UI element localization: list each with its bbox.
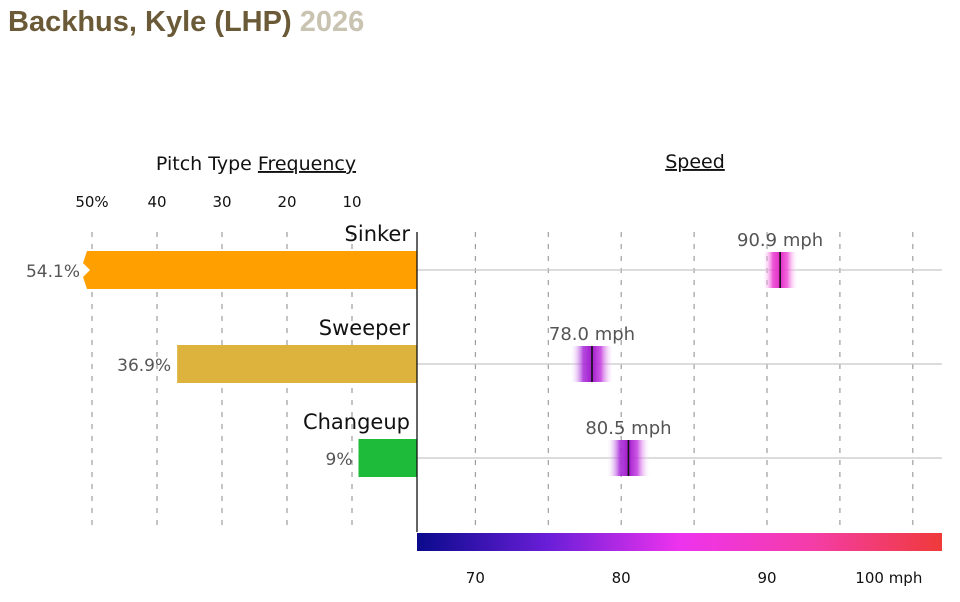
frequency-value-label: 54.1%: [26, 262, 80, 282]
pitch-row: Sinker 54.1% 90.9 mph: [26, 222, 942, 289]
frequency-tick-label: 40: [147, 193, 166, 211]
speed-tick-label: 100 mph: [855, 569, 922, 587]
pitch-rows: Sinker 54.1% 90.9 mph Sweeper 36.9% 78.0 mph C…: [26, 222, 942, 477]
chart-header: Backhus, Kyle (LHP) 2026: [8, 6, 364, 39]
speed-tick-label: 90: [757, 569, 776, 587]
speed-tick-label: 80: [612, 569, 631, 587]
speed-value-label: 78.0 mph: [549, 324, 635, 345]
season-year: 2026: [299, 6, 365, 38]
frequency-value-label: 9%: [326, 450, 353, 470]
pitch-name-label: Changeup: [303, 410, 410, 434]
speed-value-label: 90.9 mph: [737, 230, 823, 251]
frequency-tick-labels: 50% 40 30 20 10: [75, 193, 361, 211]
frequency-bar: [177, 345, 417, 383]
frequency-value-label: 36.9%: [117, 356, 171, 376]
speed-tick-labels: 70 80 90 100 mph: [466, 569, 923, 587]
speed-tick-label: 70: [466, 569, 485, 587]
player-name: Backhus, Kyle (LHP): [8, 6, 292, 38]
pitch-name-label: Sweeper: [319, 316, 411, 340]
pitch-name-label: Sinker: [345, 222, 411, 246]
frequency-title-underlined: Frequency: [258, 153, 356, 175]
speed-color-scale: [417, 533, 942, 551]
frequency-bar: [358, 439, 417, 477]
pitch-row: Changeup 9% 80.5 mph: [303, 410, 942, 477]
frequency-tick-label: 50%: [75, 193, 108, 211]
frequency-title-prefix: Pitch Type: [156, 153, 258, 175]
speed-panel-title: Speed: [665, 151, 725, 173]
frequency-panel-title: Pitch Type Frequency: [156, 153, 356, 175]
frequency-tick-label: 10: [342, 193, 361, 211]
frequency-tick-label: 30: [212, 193, 231, 211]
pitch-row: Sweeper 36.9% 78.0 mph: [117, 316, 942, 383]
frequency-bar: [83, 251, 417, 289]
frequency-tick-label: 20: [277, 193, 296, 211]
speed-value-label: 80.5 mph: [585, 418, 671, 439]
speed-gridlines: [474, 232, 914, 532]
